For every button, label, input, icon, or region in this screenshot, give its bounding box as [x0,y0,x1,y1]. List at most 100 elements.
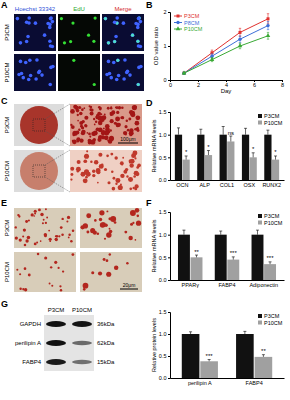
nucleus [105,73,109,77]
x-axis: PPARγFABP4Adiponectin [171,280,285,288]
nucleus [34,21,38,25]
stain [134,187,137,190]
significance-label: ns [228,130,234,136]
x-tick-label: OCN [176,182,188,188]
stain [134,105,136,107]
panel-e: 20μm [14,208,142,292]
nucleus [35,58,39,62]
panel-label: E [1,198,7,208]
error-bar [266,130,269,135]
y-tick-mark [168,356,170,357]
stain [86,150,88,152]
blot-band [72,321,92,327]
stain [93,231,97,235]
micrograph [58,14,100,51]
x-tick: perilipin A [188,378,212,386]
edu-nucleus [71,21,74,24]
bar [236,334,254,378]
error-bar [252,153,255,158]
stain [61,233,64,236]
stain [98,271,102,275]
nucleus [136,26,140,30]
micrograph [58,54,100,91]
error-bar [207,151,210,156]
stain [25,239,28,242]
blot-band [46,321,66,327]
size-label: 36kDa [97,321,115,327]
stain [55,238,58,241]
stain [131,153,136,158]
micrograph [102,14,144,51]
stain [111,110,115,114]
stain [84,154,89,159]
row-label: P3CM [4,117,10,134]
stain [99,164,104,169]
edu-nucleus [72,59,75,62]
row-label: P10CM [4,161,10,181]
error-bar [229,136,232,141]
stain [92,169,95,172]
stain [83,223,88,228]
edu-nucleus [113,40,116,43]
nucleus [19,41,23,45]
y-tick-mark [168,157,170,158]
stain [59,285,61,287]
nucleus [16,17,20,21]
nucleus [48,39,52,43]
nucleus [109,76,113,80]
stain [45,208,47,210]
y-tick-label: 1.5 [159,309,167,315]
y-tick-label: 1.5 [159,209,167,215]
stain [109,136,114,141]
stain [121,163,123,165]
stain [40,240,42,242]
data-point [210,57,215,61]
x-tick-label: 0 [169,82,172,88]
stain [90,112,94,116]
edu-nucleus [107,41,110,44]
stain [106,272,111,277]
blot-band [46,340,66,346]
stain [75,106,79,110]
stain [24,288,27,291]
series-line [184,26,268,74]
image-background [70,150,142,192]
bar [182,334,200,378]
stain [67,216,70,219]
stain [19,288,21,290]
stain [90,161,92,163]
stain [132,105,137,110]
x-axis-title: Day [221,88,232,94]
error-bar [177,128,180,135]
image-background [14,54,56,91]
y-tick: 0 [163,77,170,83]
stain [71,125,75,129]
stain [51,285,53,287]
significance-label: *** [267,255,275,261]
stain [129,188,132,191]
stain [15,236,18,239]
stain [97,233,99,235]
stain [76,167,81,172]
y-tick: 1.5 [159,209,170,215]
data-point [182,71,187,75]
x-tick-label: 8 [281,82,284,88]
stain [77,170,79,172]
y-axis-line [168,113,171,181]
y-tick-label: 1.0 [159,331,167,337]
x-tick: FABP4 [246,378,263,386]
nucleus [17,73,21,77]
stain [93,131,98,136]
nucleus [113,20,117,24]
x-tick: OSX [244,180,256,188]
x-tick-label: FABP4 [218,282,235,288]
y-tick-label: 1.0 [159,232,167,238]
bar [205,155,212,180]
x-tick-label: 2 [197,82,200,88]
nucleus [51,45,55,49]
stain [90,108,93,111]
significance-label: * [207,144,210,150]
data-point [266,33,271,37]
bar [200,361,218,378]
stain [110,106,112,108]
